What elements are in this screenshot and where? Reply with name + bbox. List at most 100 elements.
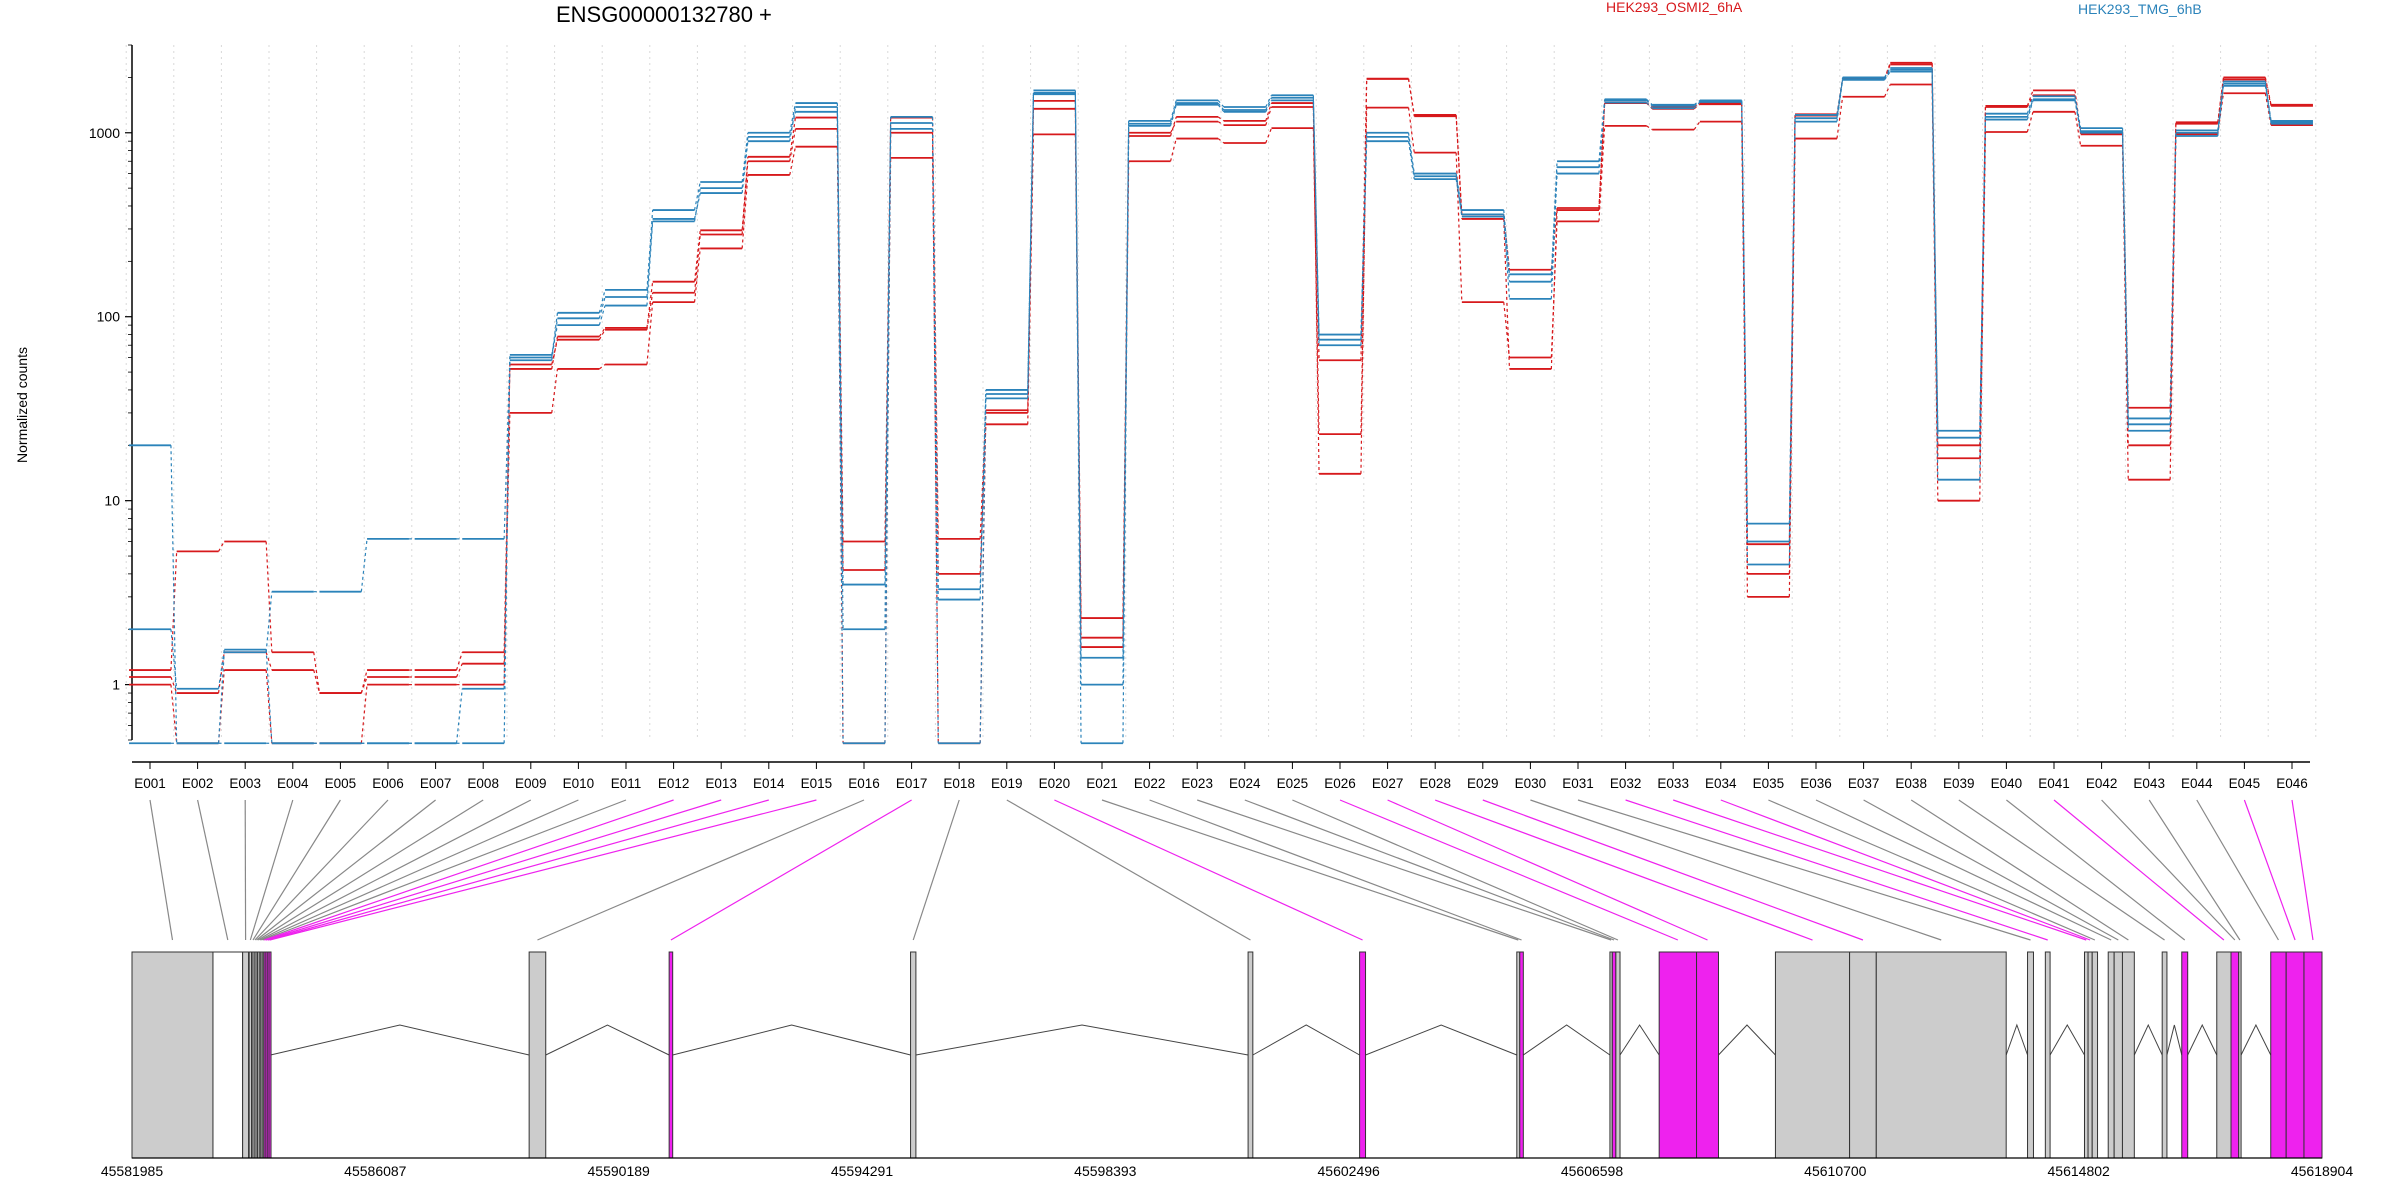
series-connector (2121, 132, 2129, 425)
series-connector (741, 136, 749, 189)
chart-title: ENSG00000132780 + (556, 2, 772, 27)
exon-labels: E001 E002 E003 E004 E005 E006 E007 E008 E009 E010… (134, 762, 2308, 791)
exon-label-E041: E041 (2038, 776, 2070, 791)
connector-E017 (670, 799, 912, 941)
connector-E033 (1673, 799, 2087, 941)
exon-label-E046: E046 (2276, 776, 2308, 791)
exon-label-E045: E045 (2229, 776, 2261, 791)
intron (270, 1024, 530, 1056)
exon-box-E034 (2087, 951, 2093, 1159)
exon-box-E002 (212, 951, 244, 1159)
intron (2133, 1023, 2163, 1056)
series-connector (598, 329, 606, 341)
exon-box-E001 (131, 951, 214, 1159)
series-connector (693, 248, 701, 303)
connector-E011 (262, 799, 627, 941)
series-connector (1074, 90, 1082, 658)
connector-E005 (252, 799, 341, 941)
connector-E019 (1006, 799, 1251, 941)
connector-E013 (265, 799, 722, 941)
exon-box-E036 (2107, 951, 2115, 1159)
exon-label-E028: E028 (1419, 776, 1451, 791)
series-connector (265, 652, 273, 671)
connector-E009 (259, 799, 532, 941)
series-connector (2264, 81, 2272, 121)
exon-box-E004 (248, 951, 253, 1159)
exon-label-E040: E040 (1991, 776, 2023, 791)
series-connector (789, 146, 797, 176)
intron (1252, 1024, 1360, 1056)
legend-entry-tmg: HEK293_TMG_6hB (2078, 1, 2202, 17)
exon-label-E038: E038 (1895, 776, 1927, 791)
series-connector (2026, 90, 2034, 107)
intron (545, 1024, 670, 1056)
coordinate-label: 45590189 (588, 1163, 651, 1179)
exon-label-E006: E006 (372, 776, 404, 791)
coordinate-label: 45598393 (1074, 1163, 1137, 1179)
intron (2240, 1023, 2272, 1056)
series-connector (1265, 127, 1273, 144)
exon-box-E038 (2121, 951, 2135, 1159)
exon-box-E018 (910, 951, 917, 1159)
exon-box-E045 (2285, 951, 2305, 1159)
series-connector (1646, 98, 1653, 106)
intron (672, 1024, 911, 1056)
series-connector (1503, 214, 1511, 282)
gene-model (131, 951, 2323, 1159)
series-connector (265, 591, 273, 653)
series-connector (1360, 136, 1368, 346)
exon-box-E003 (242, 951, 250, 1159)
connector-E039 (1958, 799, 2165, 941)
intron (915, 1024, 1249, 1056)
series-connector (1455, 116, 1463, 219)
exon-label-E035: E035 (1753, 776, 1785, 791)
exon-label-E012: E012 (658, 776, 690, 791)
series-connector (1455, 173, 1463, 211)
exon-label-E029: E029 (1467, 776, 1499, 791)
series-connector (2074, 96, 2082, 129)
series-connector (170, 445, 178, 744)
exon-label-E023: E023 (1181, 776, 1213, 791)
exon-label-E034: E034 (1705, 776, 1737, 791)
series-connector (693, 234, 701, 293)
series-connector (1550, 210, 1558, 369)
series-connector (1265, 94, 1273, 108)
series-6 (129, 70, 2313, 745)
connector-E027 (1387, 799, 1708, 941)
connector-E036 (1815, 799, 2112, 941)
series-connector (1693, 101, 1701, 109)
series-connector (1741, 101, 1749, 565)
series-connector (313, 669, 321, 694)
connector-E038 (1910, 799, 2129, 941)
series-connector (170, 684, 178, 744)
series-connector (789, 111, 797, 137)
intron (2166, 1024, 2183, 1056)
exon-box-E020 (1359, 951, 1367, 1159)
exon-label-E026: E026 (1324, 776, 1356, 791)
exon-label-E020: E020 (1039, 776, 1071, 791)
series-connector (1503, 210, 1511, 275)
exon-box-E028 (1774, 951, 1851, 1159)
series-connector (551, 339, 559, 365)
exon-label-E004: E004 (277, 776, 309, 791)
series-connector (2264, 85, 2272, 124)
series-connector (2169, 136, 2177, 425)
exon-label-E014: E014 (753, 776, 785, 791)
connector-E046 (2291, 799, 2314, 941)
series-connector (1693, 99, 1701, 106)
exon-label-E025: E025 (1277, 776, 1309, 791)
series-connector (598, 364, 606, 370)
connector-E020 (1054, 799, 1363, 941)
series-connector (1074, 92, 1082, 744)
series-connector (170, 629, 178, 689)
series-connector (1217, 138, 1225, 144)
coordinate-label: 45602496 (1318, 1163, 1381, 1179)
series-connector (1312, 100, 1320, 346)
series-connector (217, 649, 225, 689)
connector-E015 (269, 799, 817, 941)
exon-box-E037 (2113, 951, 2123, 1159)
exon-label-E037: E037 (1848, 776, 1880, 791)
series-connector (1550, 167, 1558, 282)
series-connector (1646, 102, 1653, 109)
y-tick-label: 1000 (89, 125, 120, 141)
